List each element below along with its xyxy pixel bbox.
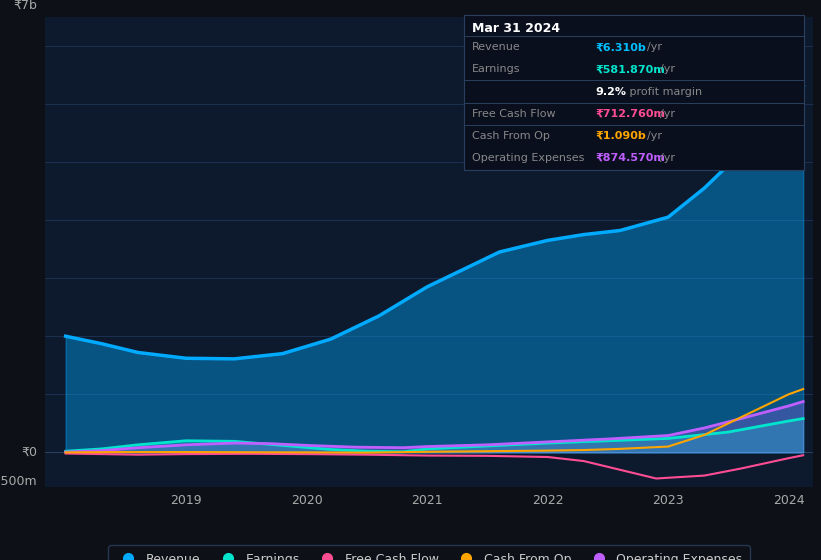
Text: Free Cash Flow: Free Cash Flow xyxy=(472,109,556,119)
Text: Operating Expenses: Operating Expenses xyxy=(472,153,585,163)
Text: ₹6.310b: ₹6.310b xyxy=(595,43,646,52)
Text: Cash From Op: Cash From Op xyxy=(472,130,550,141)
Legend: Revenue, Earnings, Free Cash Flow, Cash From Op, Operating Expenses: Revenue, Earnings, Free Cash Flow, Cash … xyxy=(108,545,750,560)
Text: ₹874.570m: ₹874.570m xyxy=(595,153,665,163)
Text: Earnings: Earnings xyxy=(472,64,521,74)
Text: Mar 31 2024: Mar 31 2024 xyxy=(472,22,560,35)
Text: ₹1.090b: ₹1.090b xyxy=(595,130,646,141)
Text: /yr: /yr xyxy=(661,153,676,163)
Text: /yr: /yr xyxy=(661,109,676,119)
Text: ₹0: ₹0 xyxy=(21,446,38,459)
Text: Revenue: Revenue xyxy=(472,43,521,52)
Text: -₹500m: -₹500m xyxy=(0,475,38,488)
Text: profit margin: profit margin xyxy=(626,87,702,96)
Text: ₹581.870m: ₹581.870m xyxy=(595,64,665,74)
Text: 9.2%: 9.2% xyxy=(595,87,626,96)
Text: /yr: /yr xyxy=(647,43,662,52)
Text: /yr: /yr xyxy=(661,64,676,74)
Text: /yr: /yr xyxy=(647,130,662,141)
Text: ₹712.760m: ₹712.760m xyxy=(595,109,665,119)
Text: ₹7b: ₹7b xyxy=(14,0,38,12)
